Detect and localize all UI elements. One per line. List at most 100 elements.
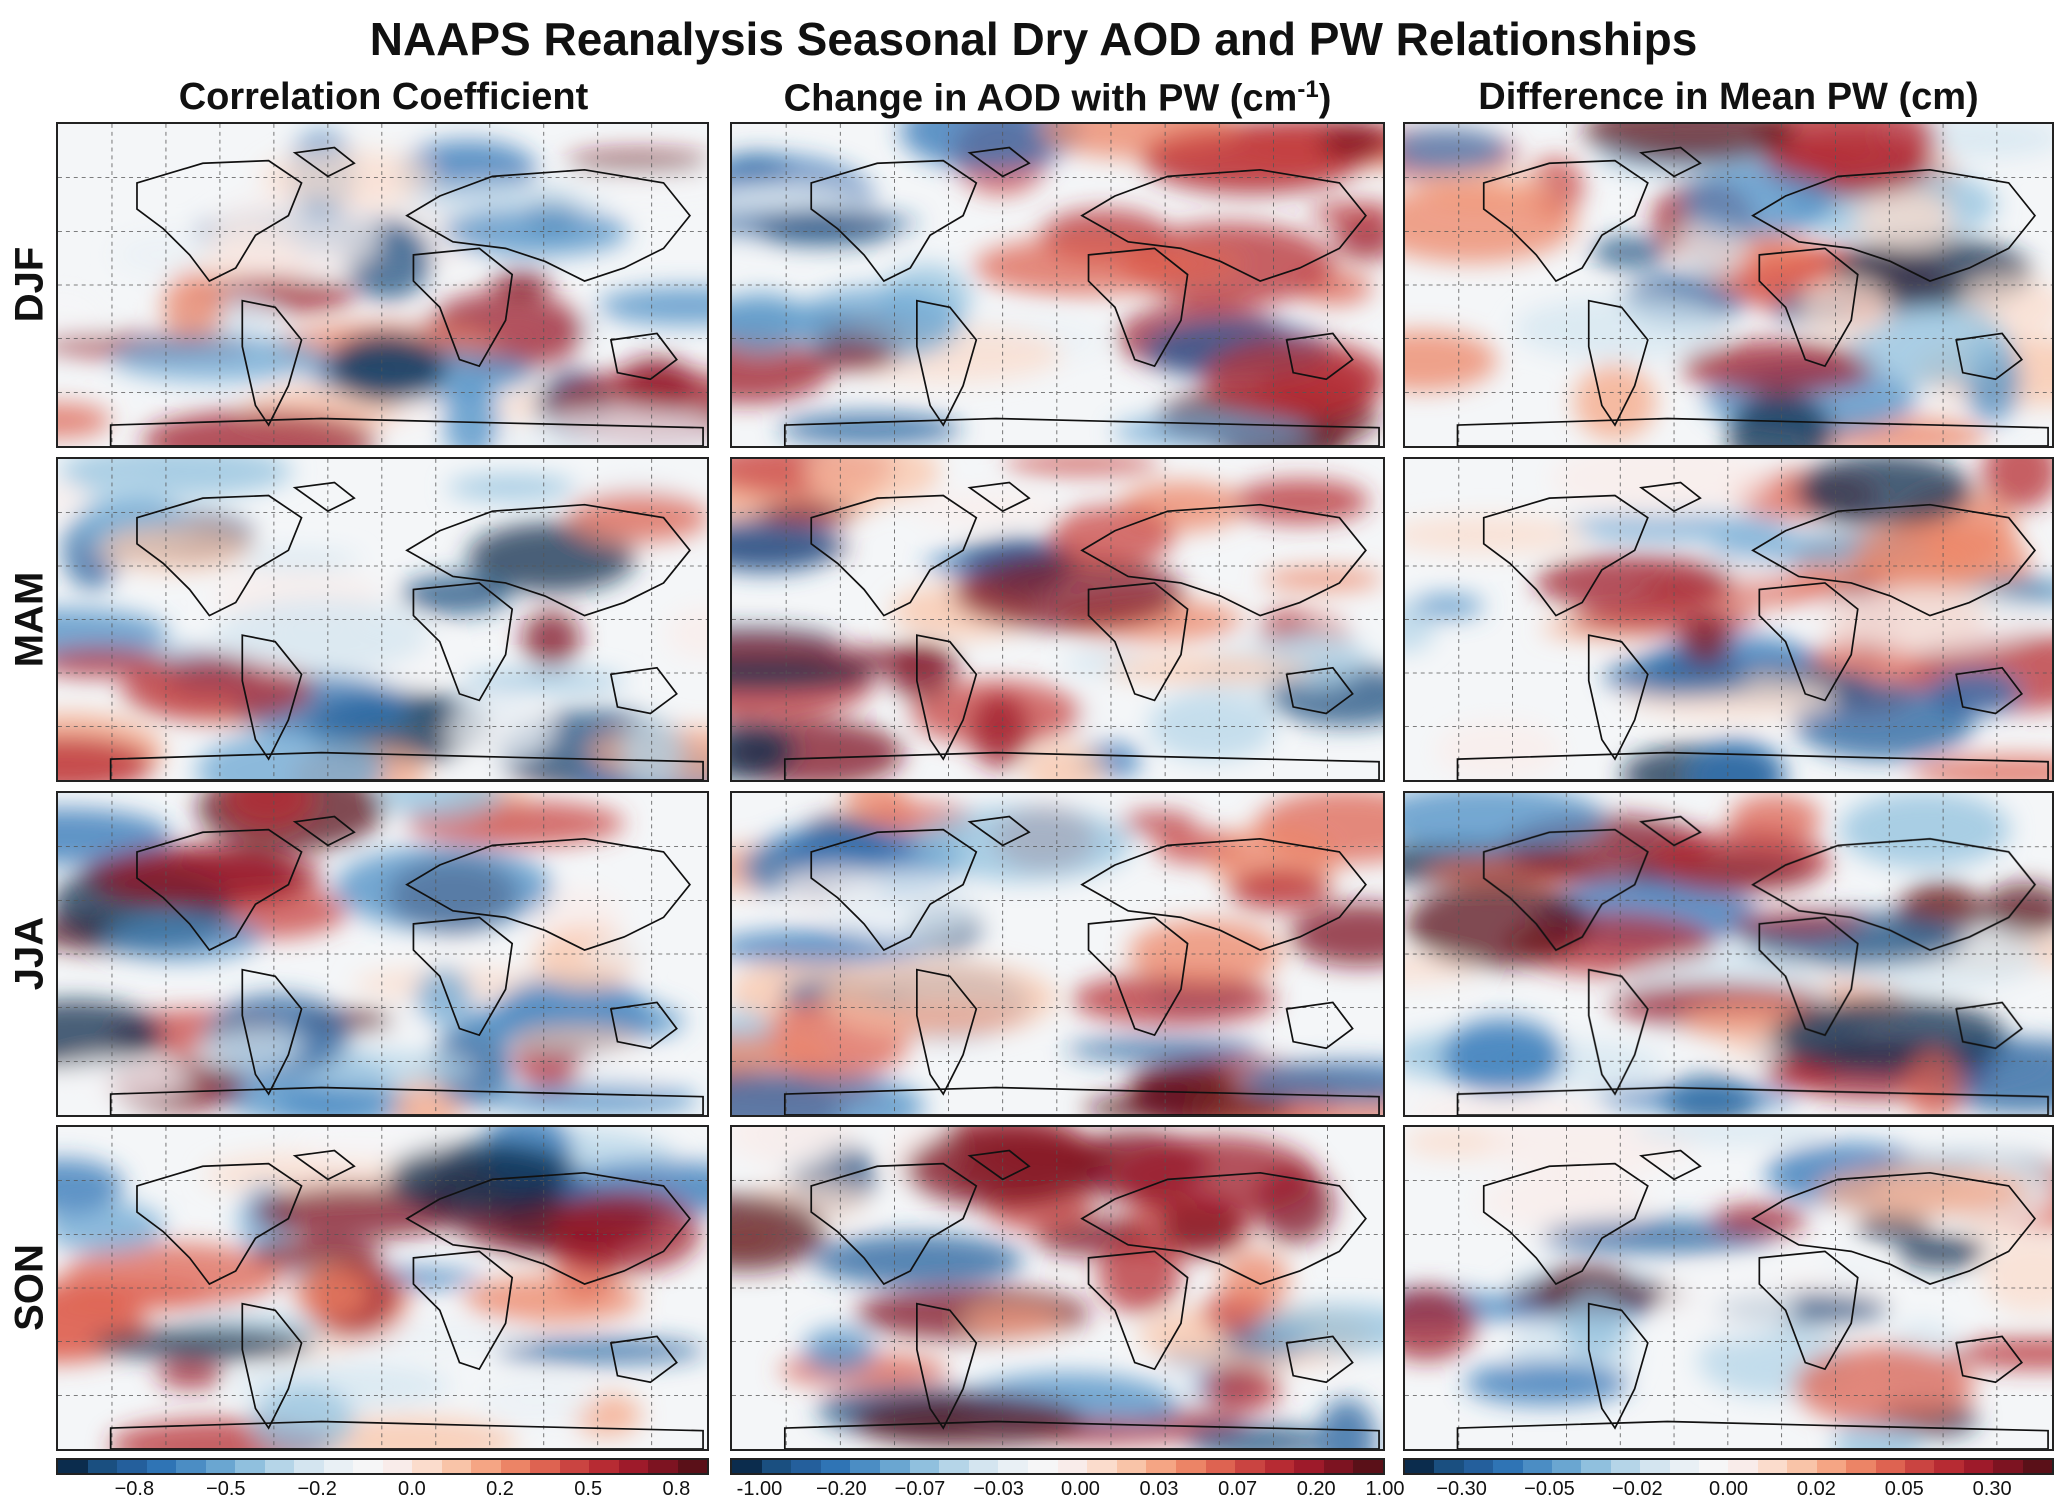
field-blob: [102, 914, 262, 961]
colorbar-segment: [235, 1460, 265, 1473]
colorbar-segment: [1757, 1460, 1788, 1473]
field-blob: [162, 270, 225, 342]
colorbar-tick-label: 0.00: [1060, 1478, 1100, 1500]
field-blob: [494, 1338, 706, 1364]
colorbar-segment: [1205, 1460, 1236, 1473]
colorbar-segment: [323, 1460, 353, 1473]
colorbar-correlation: [56, 1458, 709, 1475]
coastline: [412, 1250, 514, 1371]
field-blob: [512, 1026, 642, 1050]
coastline: [810, 1162, 978, 1286]
field-blob: [1253, 1304, 1383, 1353]
field-blob: [1550, 459, 1768, 517]
colorbar-segment: [909, 1460, 940, 1473]
field-blob: [327, 332, 447, 403]
field-blob: [1540, 1219, 1777, 1254]
colorbar-ticks-difference-pw: −0.30 −0.05 −0.02 0.00 0.02 0.05 0.30: [1403, 1478, 2054, 1508]
field-blob: [58, 485, 94, 511]
field-blob: [121, 656, 313, 722]
colorbar-segment: [1581, 1460, 1611, 1473]
colorbar-segment: [146, 1460, 176, 1473]
field-blob: [1412, 594, 1484, 618]
field-blob: [1683, 165, 1835, 237]
field-blob: [1097, 1238, 1182, 1314]
field-blob: [98, 524, 252, 572]
coastline: [136, 1162, 303, 1286]
field-blob: [1233, 479, 1370, 524]
colorbar-tick-label: 1.00: [1365, 1478, 1405, 1500]
field-blob: [441, 207, 629, 257]
field-blob: [58, 608, 169, 658]
field-blob: [792, 286, 962, 361]
colorbar-segment: [1640, 1460, 1670, 1473]
colorbar-change-aod: [730, 1458, 1385, 1475]
row-label-djf: DJF: [7, 246, 52, 323]
field-blob: [732, 720, 795, 780]
field-blob: [1854, 189, 1954, 251]
map-panel-difference-pw-mam: [1403, 457, 2054, 782]
field-blob: [566, 151, 707, 173]
colorbar-segment: [998, 1460, 1028, 1473]
field-blob: [1411, 1094, 1597, 1115]
colorbar-tick-label: 0.8: [662, 1478, 691, 1500]
colorbar-tick-label: 0.05: [1884, 1478, 1924, 1500]
colorbar-segment: [1846, 1460, 1876, 1473]
colorbar-segment: [1027, 1460, 1058, 1473]
map-panel-difference-pw-jja: [1403, 791, 2054, 1117]
field-blob: [112, 232, 218, 278]
coastline: [1758, 916, 1859, 1037]
field-blob: [1798, 275, 1892, 338]
coastline: [1087, 916, 1189, 1037]
colorbar-tick-label: −0.2: [297, 1478, 337, 1500]
coastline: [1638, 146, 1702, 178]
coastline: [609, 1335, 678, 1384]
colorbar-segment: [353, 1460, 383, 1473]
map-panel-change-aod-jja: [730, 791, 1385, 1117]
colorbar-segment: [1264, 1460, 1295, 1473]
colorbar-segment: [732, 1460, 762, 1473]
field-blob: [1464, 1361, 1630, 1405]
colorbar-segment: [1904, 1460, 1935, 1473]
column-header-correlation: Correlation Coefficient: [56, 76, 711, 119]
map-panel-correlation-jja: [56, 791, 709, 1117]
coastline: [136, 159, 303, 283]
field-blob: [1048, 506, 1175, 567]
coastline: [1758, 582, 1859, 702]
colorbar-segment: [1552, 1460, 1582, 1473]
column-header-text: Correlation Coefficient: [178, 76, 589, 118]
colorbar-segment: [879, 1460, 910, 1473]
colorbar-segment: [1993, 1460, 2023, 1473]
coastline: [609, 666, 678, 715]
field-blob: [199, 1027, 303, 1071]
map-panel-change-aod-djf: [730, 122, 1385, 448]
colorbar-segment: [382, 1460, 412, 1473]
field-blob: [388, 1141, 582, 1216]
coastline: [783, 1086, 1380, 1115]
coastline: [1751, 1171, 2037, 1285]
colorbar-tick-label: 0.00: [1709, 1478, 1748, 1500]
field-blob: [1066, 1038, 1262, 1062]
field-blob: [1850, 302, 2010, 386]
coastline: [1751, 168, 2037, 282]
map-panel-correlation-mam: [56, 457, 709, 782]
colorbar-segment: [294, 1460, 324, 1473]
field-blob: [1897, 1235, 1988, 1269]
colorbar-segment: [1610, 1460, 1641, 1473]
coastline: [1285, 1001, 1354, 1050]
field-blob: [803, 1327, 875, 1374]
figure-title: NAAPS Reanalysis Seasonal Dry AOD and PW…: [369, 13, 1698, 65]
field-blob: [214, 597, 430, 675]
field-blob: [58, 1058, 189, 1100]
field-blob: [1003, 459, 1160, 475]
map-panel-correlation-djf: [56, 122, 709, 448]
field-blob: [1650, 829, 1832, 892]
field-blob: [804, 459, 941, 504]
coastline: [109, 751, 704, 780]
field-blob: [1573, 364, 1657, 441]
colorbar-tick-label: −0.20: [816, 1478, 867, 1500]
field-blob: [502, 408, 707, 446]
colorbar-tick-label: 0.02: [1796, 1478, 1836, 1500]
coastline: [1087, 1250, 1189, 1371]
colorbar-segment: [1057, 1460, 1088, 1473]
field-blob: [821, 960, 1057, 1036]
